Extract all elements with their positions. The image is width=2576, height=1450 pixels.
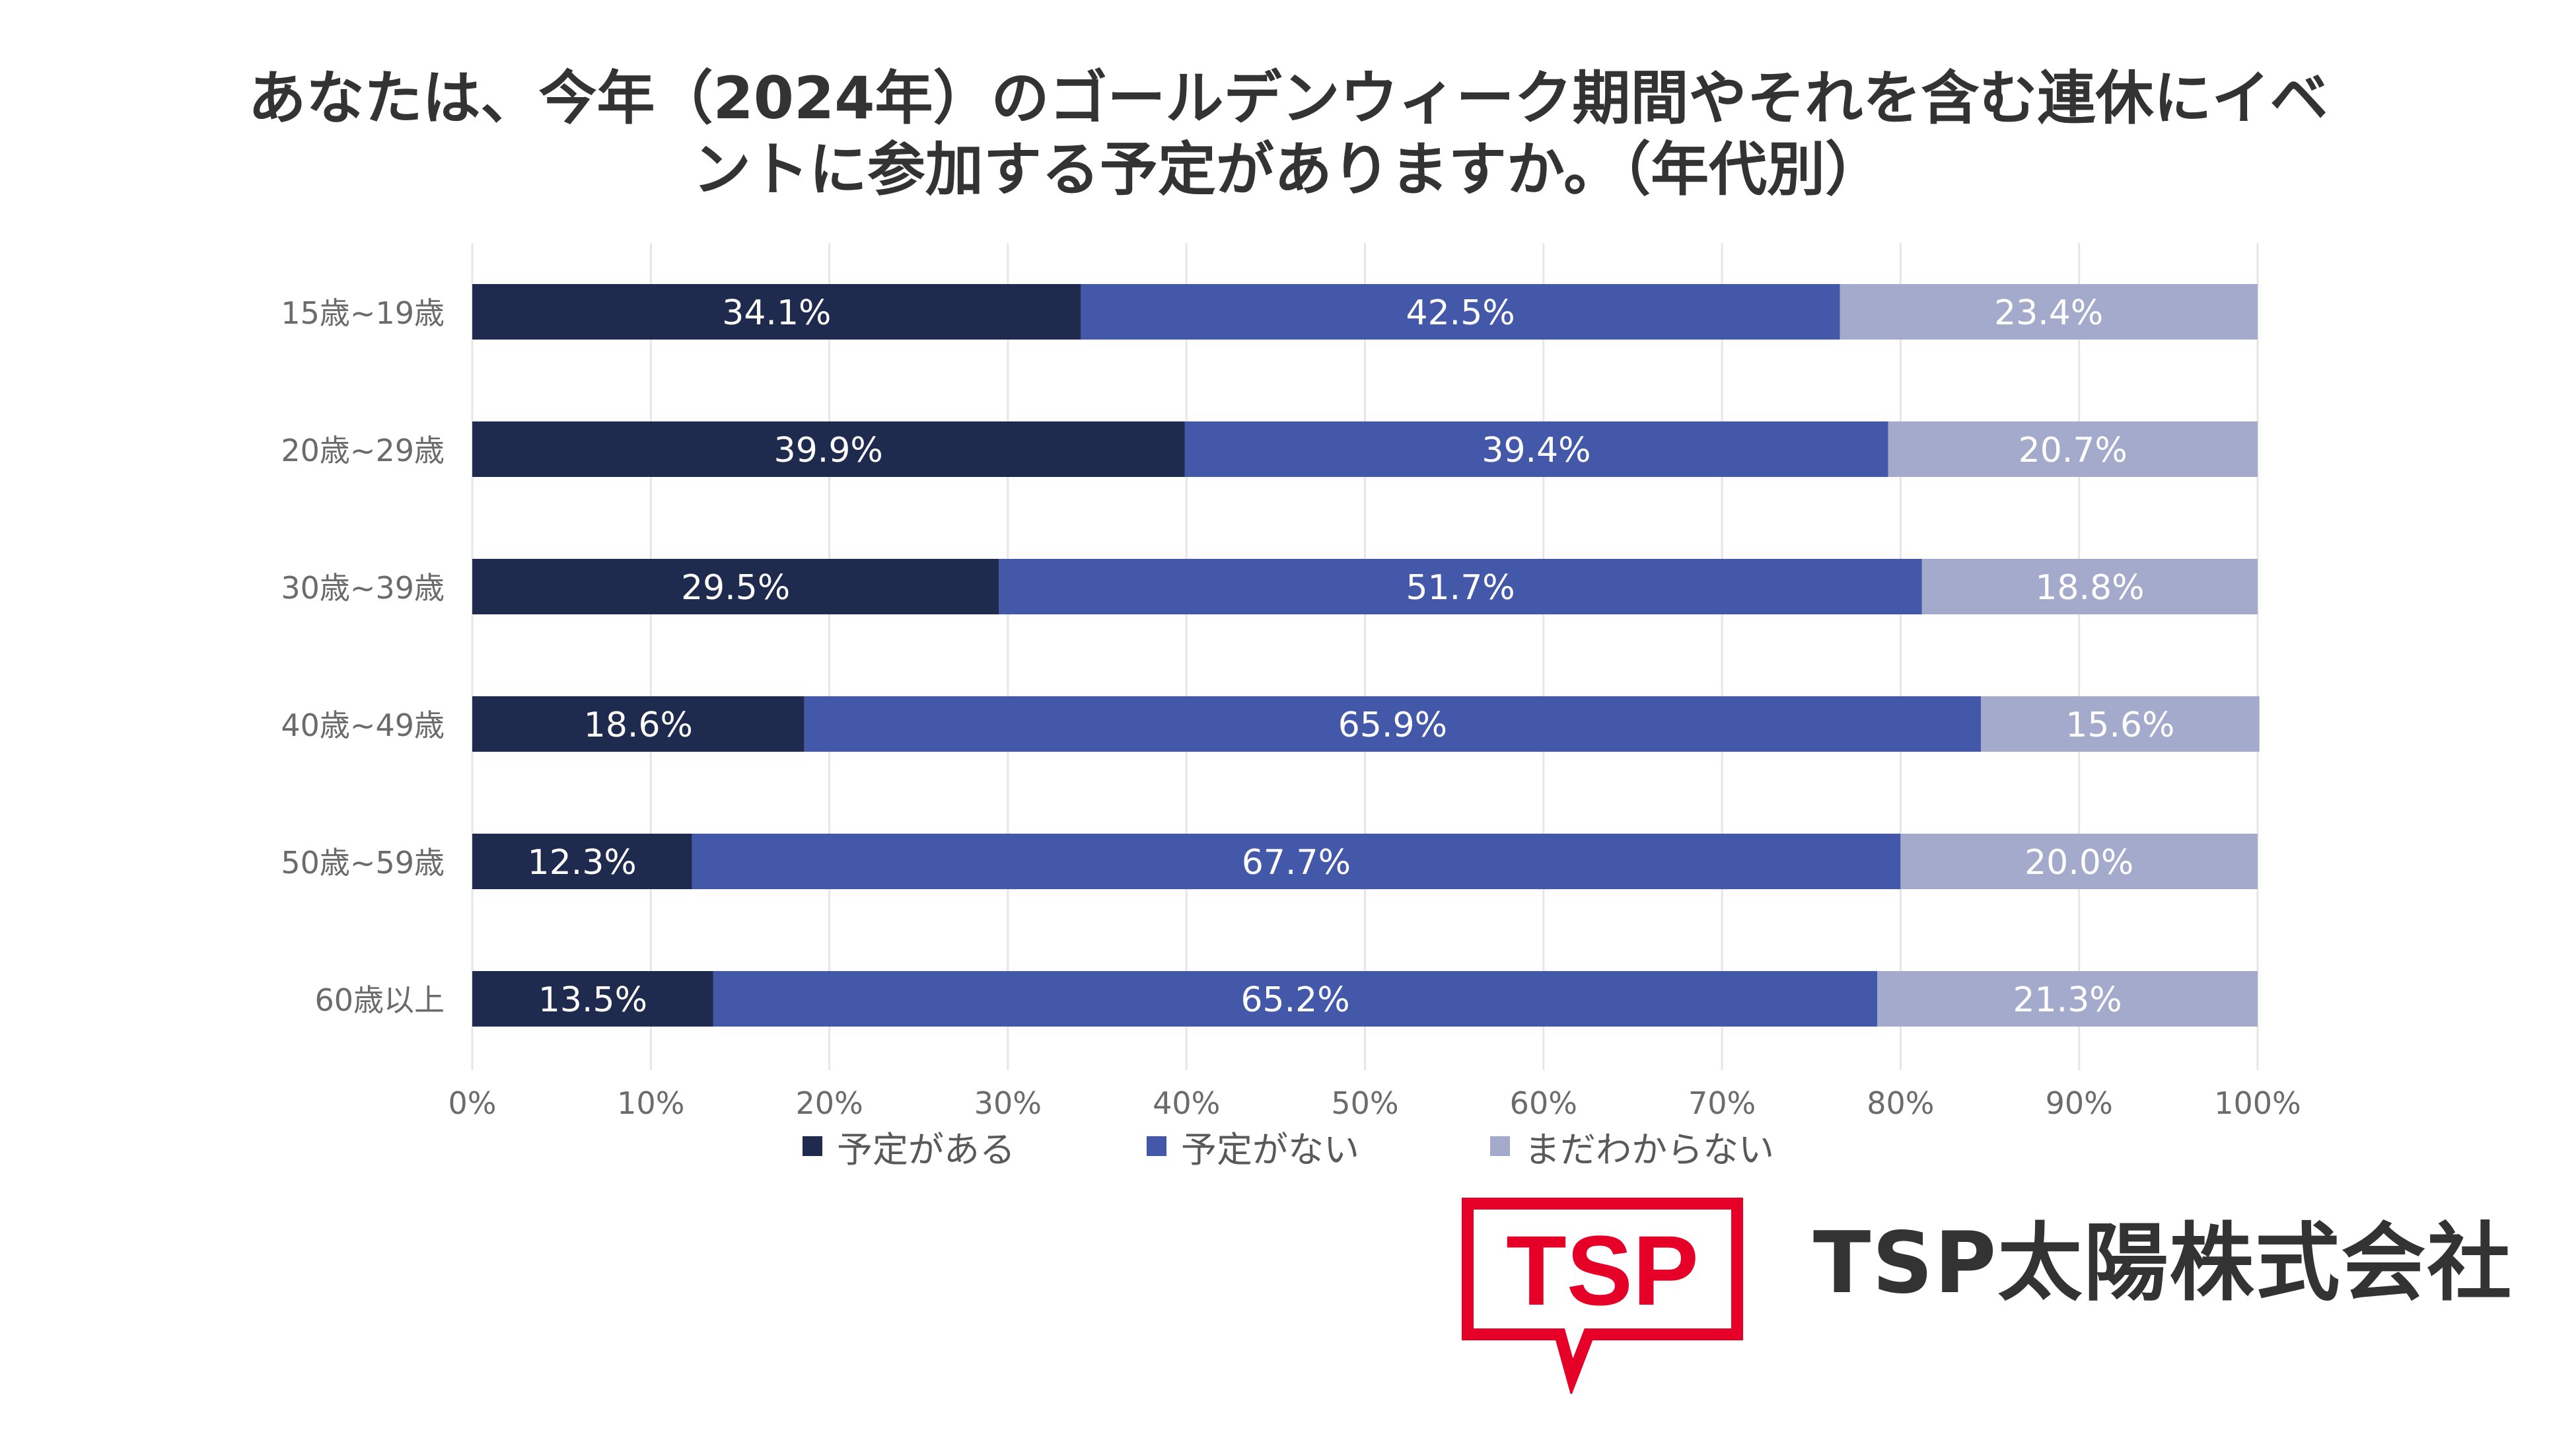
tsp-logo-icon: TSP (1462, 1198, 1743, 1394)
chart-title-line1: あなたは、今年（2024年）のゴールデンウィーク期間やそれを含む連休にイベ (248, 64, 2328, 132)
bar-not-planned (804, 696, 1982, 752)
legend: 予定がある 予定がない まだわからない (0, 1123, 2576, 1171)
x-tick-label: 0% (448, 1085, 497, 1121)
bar-not-planned (1184, 421, 1888, 477)
legend-label-unknown: まだわからない (1524, 1128, 1774, 1171)
data-label: 51.7% (1406, 568, 1515, 608)
x-tick-label: 70% (1688, 1085, 1756, 1121)
data-label: 39.9% (774, 431, 883, 470)
category-label: 50歳~59歳 (281, 845, 445, 881)
gridlines (471, 243, 2259, 1070)
bar-not-planned (713, 971, 1878, 1027)
category-label: 40歳~49歳 (281, 707, 445, 743)
company-name: TSP太陽株式会社 (1813, 1214, 2513, 1313)
x-tick-label: 100% (2214, 1085, 2301, 1121)
bar-unknown (1921, 559, 2258, 614)
bar-not-planned (1081, 284, 1840, 340)
x-tick-label: 30% (974, 1085, 1042, 1121)
category-axis: 15歳~19歳 20歳~29歳 30歳~39歳 40歳~49歳 50歳~59歳 60歳以上 (281, 295, 445, 1018)
data-label: 13.5% (538, 980, 647, 1020)
data-label: 15.6% (2065, 706, 2174, 745)
legend-item-unknown: まだわからない (1490, 1123, 1774, 1171)
bar-planned (472, 834, 692, 889)
legend-label-not-planned: 予定がない (1181, 1128, 1359, 1171)
legend-swatch-planned (803, 1136, 822, 1156)
legend-swatch-not-planned (1147, 1136, 1166, 1156)
value-axis: 0% 10% 20% 30% 40% 50% 60% 70% 80% 90% 100% (448, 1085, 2301, 1121)
bar-not-planned (999, 559, 1922, 614)
data-label: 34.1% (722, 293, 831, 333)
category-label: 15歳~19歳 (281, 295, 445, 331)
x-tick-label: 40% (1153, 1085, 1220, 1121)
bar-unknown (1840, 284, 2258, 340)
x-tick-label: 50% (1331, 1085, 1398, 1121)
x-tick-label: 80% (1867, 1085, 1934, 1121)
bar-unknown (1888, 421, 2258, 477)
data-label: 23.4% (1994, 293, 2103, 333)
legend-item-not-planned: 予定がない (1147, 1123, 1359, 1171)
data-label: 67.7% (1242, 843, 1351, 883)
data-label: 20.0% (2024, 843, 2133, 883)
bar-planned (472, 284, 1081, 340)
bar-planned (472, 696, 805, 752)
x-tick-label: 60% (1510, 1085, 1577, 1121)
bars (472, 284, 2260, 1027)
chart-title: あなたは、今年（2024年）のゴールデンウィーク期間やそれを含む連休にイベ ント… (99, 63, 2477, 205)
stacked-bar-chart: 34.1% 42.5% 23.4% 39.9% 39.4% 20.7% 29.5% 51.7%… (281, 243, 2301, 1121)
bar-unknown (1900, 834, 2258, 889)
category-label: 60歳以上 (314, 982, 445, 1018)
x-tick-label: 20% (795, 1085, 863, 1121)
chart-title-line2: ントに参加する予定がありますか。（年代別） (692, 135, 1884, 203)
legend-label-planned: 予定がある (837, 1128, 1015, 1171)
bar-unknown (1981, 696, 2260, 752)
data-label: 18.8% (2035, 568, 2144, 608)
data-label: 20.7% (2019, 431, 2128, 470)
category-label: 30歳~39歳 (281, 570, 445, 606)
x-tick-label: 10% (617, 1085, 684, 1121)
data-label: 21.3% (2013, 980, 2122, 1020)
legend-swatch-unknown (1490, 1136, 1510, 1156)
data-label: 29.5% (681, 568, 790, 608)
data-label: 42.5% (1406, 293, 1515, 333)
x-tick-label: 90% (2046, 1085, 2113, 1121)
bar-planned (472, 559, 999, 614)
bar-not-planned (692, 834, 1901, 889)
category-label: 20歳~29歳 (281, 433, 445, 468)
data-label: 12.3% (528, 843, 637, 883)
legend-item-planned: 予定がある (803, 1123, 1015, 1171)
bar-unknown (1877, 971, 2258, 1027)
data-label: 65.9% (1338, 706, 1447, 745)
bar-planned (472, 971, 713, 1027)
logo-mark-text: TSP (1506, 1215, 1699, 1326)
speech-bubble-outline (1462, 1198, 1743, 1394)
data-labels: 34.1% 42.5% 23.4% 39.9% 39.4% 20.7% 29.5% 51.7%… (528, 293, 2175, 1020)
data-label: 65.2% (1240, 980, 1349, 1020)
data-label: 39.4% (1482, 431, 1591, 470)
bar-planned (472, 421, 1185, 477)
data-label: 18.6% (584, 706, 693, 745)
